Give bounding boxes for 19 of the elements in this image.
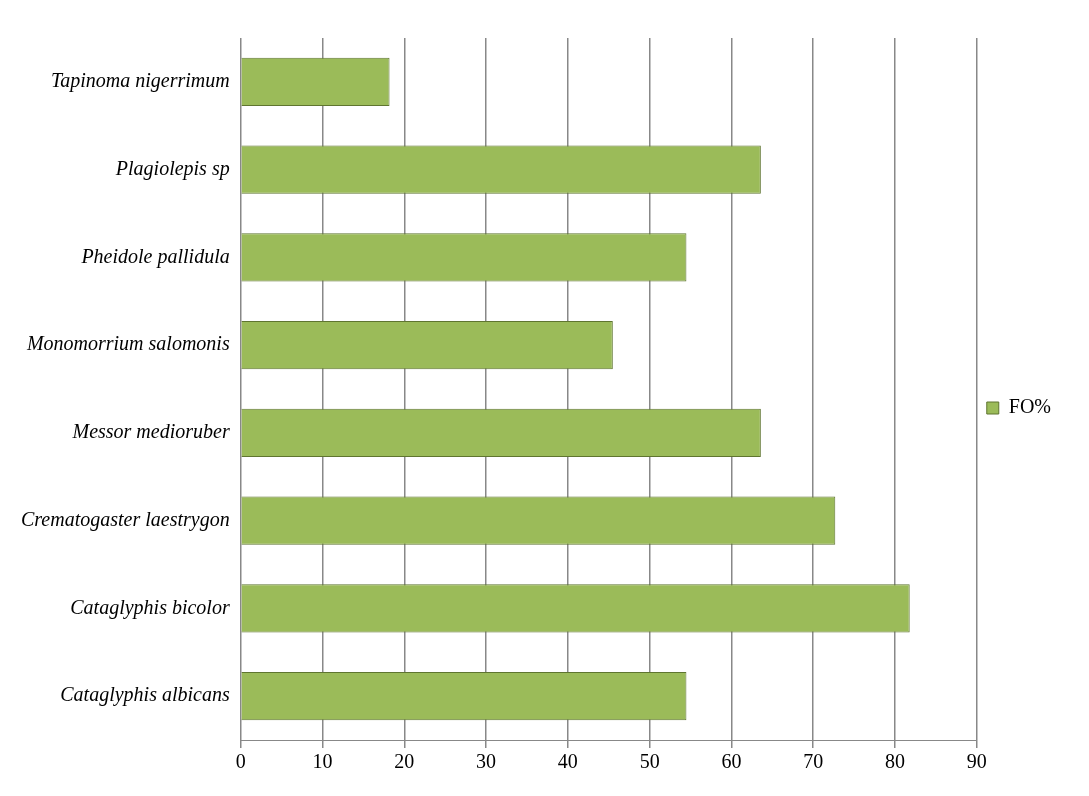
y-tick-label: Plagiolepis sp (114, 156, 230, 180)
x-tick-label: 90 (966, 750, 987, 773)
y-tick-label: Tapinoma nigerrimum (50, 69, 230, 93)
x-tick-label: 60 (721, 750, 742, 773)
x-tick-label: 50 (639, 750, 660, 773)
legend-label: FO% (1008, 395, 1052, 418)
y-tick-label: Crematogaster laestrygon (20, 507, 230, 531)
x-tick-label: 80 (884, 750, 905, 773)
y-tick-label: Cataglyphis albicans (60, 683, 230, 707)
y-tick-label: Cataglyphis bicolor (70, 595, 230, 619)
x-tick-label: 0 (235, 750, 246, 773)
y-tick-label: Messor medioruber (71, 420, 230, 443)
x-tick-label: 20 (394, 750, 415, 773)
x-tick-label: 10 (312, 750, 333, 773)
x-tick-label: 70 (803, 750, 824, 773)
y-tick-label: Pheidole pallidula (80, 244, 230, 268)
x-tick-label: 30 (476, 750, 497, 773)
y-tick-label: Monomorrium salomonis (25, 332, 230, 355)
x-tick-label: 40 (557, 750, 578, 773)
